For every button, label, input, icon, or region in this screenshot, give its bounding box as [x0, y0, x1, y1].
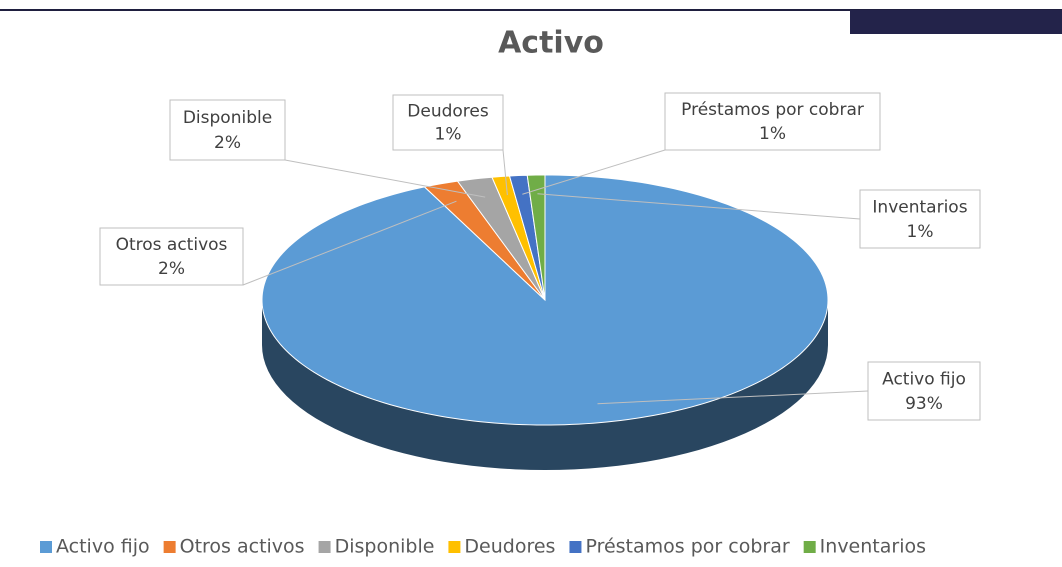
label-name: Deudores: [407, 102, 489, 122]
legend-swatch: [569, 541, 582, 553]
label-value: 1%: [907, 222, 934, 242]
pie-slice: [456, 176, 546, 301]
legend-swatch: [803, 541, 816, 553]
leader-line: [522, 149, 666, 195]
label-box: [99, 227, 244, 286]
label-value: 2%: [158, 259, 185, 279]
leader-line: [597, 390, 869, 405]
label-box: [392, 94, 504, 151]
legend-label: Préstamos por cobrar: [585, 536, 789, 558]
label-value: 1%: [435, 125, 462, 145]
pie-slice: [526, 174, 546, 301]
leader-line: [242, 200, 457, 286]
legend-label: Disponible: [335, 536, 435, 558]
legend-label: Activo fijo: [56, 536, 150, 558]
label-box: [664, 92, 881, 151]
label-value: 93%: [905, 394, 943, 414]
label-value: 2%: [214, 133, 241, 153]
label-value: 1%: [759, 124, 786, 144]
label-name: Activo fijo: [882, 369, 966, 389]
label-box: [859, 189, 981, 249]
legend-swatch: [163, 541, 176, 553]
legend-label: Inventarios: [820, 536, 926, 558]
label-name: Inventarios: [872, 197, 967, 217]
chart-title: Activo: [498, 26, 604, 61]
legend-swatch: [448, 541, 461, 553]
leader-line: [537, 193, 861, 220]
label-name: Disponible: [183, 108, 272, 128]
corner-band: [850, 10, 1062, 34]
leader-line: [284, 159, 486, 198]
pie-side: [262, 300, 828, 470]
legend-label: Otros activos: [180, 536, 305, 558]
legend-swatch: [318, 541, 331, 553]
label-name: Otros activos: [116, 235, 228, 255]
label-box: [867, 361, 981, 421]
legend-swatch: [40, 541, 52, 553]
label-name: Préstamos por cobrar: [681, 100, 864, 120]
legend-label: Deudores: [464, 536, 555, 558]
label-box: [169, 99, 286, 161]
leader-line: [502, 149, 508, 196]
